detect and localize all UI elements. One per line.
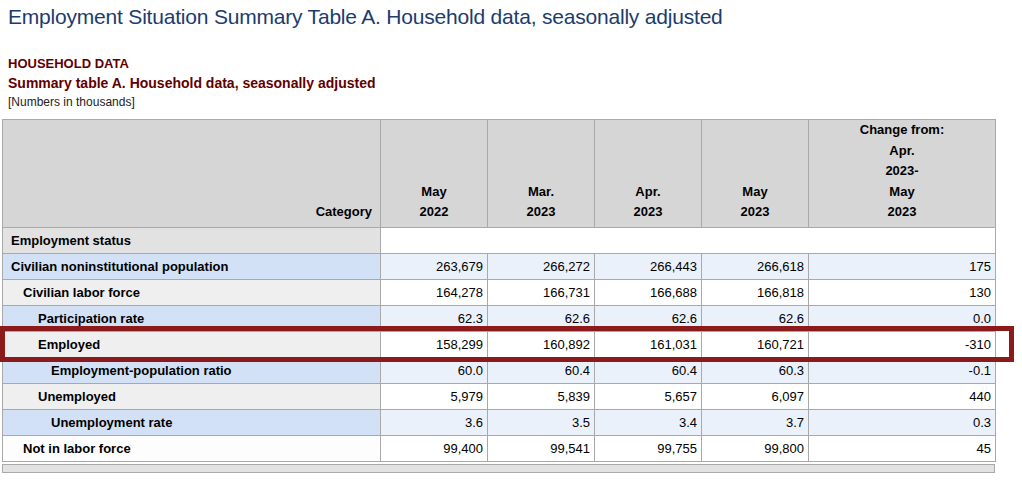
column-header-line: Apr. (809, 141, 995, 162)
row-label: Participation rate (3, 305, 381, 331)
value-cell-may-2023: 160,721 (702, 331, 809, 357)
value-cell-change-apr-2023-may-2023: 0.3 (809, 409, 996, 435)
value-cell-apr-2023: 62.6 (595, 305, 702, 331)
value-cell-may-2023: 166,818 (702, 279, 809, 305)
value-cell-apr-2023: 3.4 (595, 409, 702, 435)
value-cell-may-2022: 263,679 (381, 253, 488, 279)
value-cell-apr-2023: 60.4 (595, 357, 702, 383)
column-header-may-2022: May2022 (381, 120, 488, 228)
column-header-apr-2023: Apr.2023 (595, 120, 702, 228)
column-header-line: May (381, 182, 487, 203)
value-cell-may-2022: 164,278 (381, 279, 488, 305)
column-header-category: Category (3, 120, 381, 228)
column-header-change-apr-2023-may-2023: Change from:Apr.2023-May2023 (809, 120, 996, 228)
value-cell-change-apr-2023-may-2023: 175 (809, 253, 996, 279)
value-cell-may-2023: 266,618 (702, 253, 809, 279)
column-header-line: Apr. (595, 182, 701, 203)
value-cell-change-apr-2023-may-2023: 45 (809, 435, 996, 461)
value-cell-may-2023: 6,097 (702, 383, 809, 409)
value-cell-apr-2023: 99,755 (595, 435, 702, 461)
row-label: Employed (3, 331, 381, 357)
value-cell-may-2023: 3.7 (702, 409, 809, 435)
value-cell-mar-2023: 266,272 (488, 253, 595, 279)
row-label: Civilian noninstitutional population (3, 253, 381, 279)
value-cell-apr-2023: 166,688 (595, 279, 702, 305)
column-header-line: May (809, 182, 995, 203)
section-heading: HOUSEHOLD DATA (8, 56, 129, 71)
row-label: Civilian labor force (3, 279, 381, 305)
table-row-unemployment-rate: Unemployment rate3.63.53.43.70.3 (3, 409, 996, 435)
value-cell-change-apr-2023-may-2023: 130 (809, 279, 996, 305)
units-note: [Numbers in thousands] (8, 95, 135, 109)
table-row-civilian-labor-force: Civilian labor force164,278166,731166,68… (3, 279, 996, 305)
value-cell-apr-2023: 5,657 (595, 383, 702, 409)
row-label: Unemployment rate (3, 409, 381, 435)
column-header-line: Mar. (488, 182, 594, 203)
table-row-civilian-noninstitutional-population: Civilian noninstitutional population263,… (3, 253, 996, 279)
value-cell-may-2023: 62.6 (702, 305, 809, 331)
value-cell-apr-2023: 266,443 (595, 253, 702, 279)
value-cell-may-2022: 60.0 (381, 357, 488, 383)
value-cell-may-2022: 62.3 (381, 305, 488, 331)
table-header-row: Category May2022Mar.2023Apr.2023May2023C… (3, 120, 996, 228)
value-cell-change-apr-2023-may-2023: -0.1 (809, 357, 996, 383)
value-cell-mar-2023: 3.5 (488, 409, 595, 435)
row-label: Unemployed (3, 383, 381, 409)
value-cell-may-2023: 99,800 (702, 435, 809, 461)
column-header-line: 2023- (809, 161, 995, 182)
column-header-line: Change from: (809, 120, 995, 141)
column-header-line: 2023 (809, 202, 995, 223)
column-header-line: 2023 (488, 202, 594, 223)
column-header-line: 2022 (381, 202, 487, 223)
value-cell-mar-2023: 99,541 (488, 435, 595, 461)
column-header-may-2023: May2023 (702, 120, 809, 228)
table-title: Summary table A. Household data, seasona… (8, 75, 375, 91)
row-label: Employment status (3, 227, 381, 253)
household-data-table: Category May2022Mar.2023Apr.2023May2023C… (2, 119, 996, 462)
column-header-mar-2023: Mar.2023 (488, 120, 595, 228)
value-cell-mar-2023: 60.4 (488, 357, 595, 383)
table-row-not-in-labor-force: Not in labor force99,40099,54199,75599,8… (3, 435, 996, 461)
value-cell-mar-2023: 166,731 (488, 279, 595, 305)
value-cell-mar-2023: 160,892 (488, 331, 595, 357)
column-header-line: 2023 (702, 202, 808, 223)
value-cell-mar-2023: 62.6 (488, 305, 595, 331)
value-cell-may-2022: 3.6 (381, 409, 488, 435)
table-row-unemployed: Unemployed5,9795,8395,6576,097440 (3, 383, 996, 409)
value-cell-may-2022: 99,400 (381, 435, 488, 461)
value-cell-may-2023: 60.3 (702, 357, 809, 383)
value-cell-mar-2023: 5,839 (488, 383, 595, 409)
next-row-partial (2, 464, 995, 473)
value-cell-change-apr-2023-may-2023: -310 (809, 331, 996, 357)
row-label: Not in labor force (3, 435, 381, 461)
table-row-employment-status: Employment status (3, 227, 996, 253)
table-row-employed: Employed158,299160,892161,031160,721-310 (3, 331, 996, 357)
table-wrap: Category May2022Mar.2023Apr.2023May2023C… (2, 119, 996, 473)
value-cell-change-apr-2023-may-2023: 440 (809, 383, 996, 409)
value-cell-may-2022: 5,979 (381, 383, 488, 409)
value-cell-may-2022: 158,299 (381, 331, 488, 357)
row-label: Employment-population ratio (3, 357, 381, 383)
page-title: Employment Situation Summary Table A. Ho… (8, 5, 723, 29)
value-cell-change-apr-2023-may-2023: 0.0 (809, 305, 996, 331)
column-header-line: 2023 (595, 202, 701, 223)
table-row-employment-population-ratio: Employment-population ratio60.060.460.46… (3, 357, 996, 383)
section-empty-cell (381, 227, 996, 253)
table-row-participation-rate: Participation rate62.362.662.662.60.0 (3, 305, 996, 331)
column-header-line: May (702, 182, 808, 203)
value-cell-apr-2023: 161,031 (595, 331, 702, 357)
page: Employment Situation Summary Table A. Ho… (0, 0, 1022, 496)
